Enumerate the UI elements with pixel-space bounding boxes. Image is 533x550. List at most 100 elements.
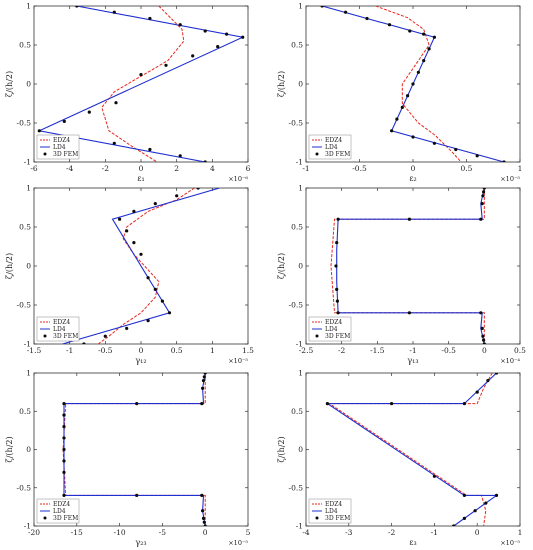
data-point-3d-fem [335,299,339,303]
data-point-3d-fem [480,202,484,206]
axis-exponent: ×10⁻⁵ [228,357,248,365]
data-point-3d-fem [481,194,485,198]
legend-swatch-3d-fem [43,152,47,156]
data-point-3d-fem [201,509,205,513]
data-point-3d-fem [480,326,484,330]
data-point-3d-fem [112,10,116,14]
y-tick-label: 1 [26,2,31,11]
data-point-3d-fem [178,154,182,158]
x-tick-label: -0.5 [352,164,367,173]
data-point-3d-fem [160,299,164,303]
y-tick-label: 0.5 [291,223,303,232]
data-point-3d-fem [482,338,486,342]
legend-label: 3D FEM [325,151,350,158]
data-point-3d-fem [320,6,324,8]
y-tick-label: 0 [26,445,31,454]
y-tick-label: 1 [26,184,31,193]
legend-swatch-3d-fem [43,516,47,520]
data-point-3d-fem [325,402,329,406]
legend-label: LD4 [325,508,338,515]
data-point-3d-fem [118,217,122,221]
data-point-3d-fem [482,342,486,344]
legend-label: EDZ4 [325,501,342,508]
data-point-3d-fem [390,129,394,133]
data-point-3d-fem [452,524,456,526]
data-point-3d-fem [462,516,466,521]
legend-label: LD4 [53,326,66,333]
data-point-3d-fem [62,447,66,452]
legend-label: LD4 [325,326,338,333]
data-point-3d-fem [148,147,152,152]
data-point-3d-fem [164,63,168,67]
series-line-ld4 [336,188,485,344]
data-point-3d-fem [202,520,206,524]
plot-area [62,373,207,526]
x-tick-label: 0.5 [514,346,526,355]
data-point-3d-fem [335,241,339,245]
x-tick-label: -5 [159,528,167,537]
y-tick-label: 0 [26,262,31,271]
data-point-3d-fem [408,29,412,33]
data-point-3d-fem [175,194,179,198]
x-tick-label: -4 [66,164,74,173]
data-point-3d-fem [407,311,411,315]
x-axis-label: γ₂₃ [135,538,146,547]
legend-swatch-3d-fem [43,334,47,338]
data-point-3d-fem [202,375,206,379]
axis-exponent: ×10⁻⁵ [500,539,520,547]
x-tick-label: -2 [338,346,346,355]
data-point-3d-fem [153,202,157,206]
y-axis-label: ζ/(h/2) [5,71,14,97]
chart-panel-1: -6 -4 -2 0 2 4 6 -1 -0.5 0 0.5 1 ε₁ ζ/(h/2) ×10⁻⁶ EDZ4L… [5,2,251,183]
x-tick-label: -0.5 [98,346,113,355]
data-point-3d-fem [411,82,415,86]
axis-exponent: ×10⁻⁴ [500,357,520,365]
x-tick-label: -20 [28,528,40,537]
y-tick-label: 1 [298,369,303,378]
data-point-3d-fem [432,474,436,478]
data-point-3d-fem [200,402,204,406]
x-tick-label: 0 [411,164,416,173]
series-line-ld4 [37,6,245,162]
x-tick-label: -15 [71,528,83,537]
plot-area [62,188,220,344]
x-tick-label: -3 [345,528,353,537]
x-tick-label: -1 [66,346,73,355]
data-point-3d-fem [75,6,79,8]
data-point-3d-fem [494,493,499,497]
y-axis-label: ζ/(h/2) [5,436,14,462]
data-point-3d-fem [336,311,340,315]
y-tick-label: 0.5 [291,41,303,50]
data-point-3d-fem [406,94,410,98]
data-point-3d-fem [139,73,143,77]
x-tick-label: 6 [246,164,251,173]
legend-label: LD4 [325,144,338,151]
y-tick-label: 0 [298,262,303,271]
chart-panel-6: -4 -3 -2 -1 0 1 -1 -0.5 0 0.5 1 ε₃ ζ/(h/2) ×10⁻⁵ EDZ4L… [277,369,522,547]
data-point-3d-fem [62,119,66,123]
y-tick-label: -0.5 [289,119,304,128]
x-tick-label: -2.5 [299,346,314,355]
x-axis-label: γ₁₂ [135,356,146,365]
data-point-3d-fem [201,379,206,383]
x-tick-label: 1 [518,528,523,537]
x-tick-label: -2 [102,164,110,173]
plot-area [330,188,486,344]
data-point-3d-fem [454,147,458,152]
data-point-3d-fem [416,70,420,74]
data-point-3d-fem [203,524,207,526]
legend-label: EDZ4 [325,319,342,326]
data-point-3d-fem [502,160,506,162]
x-tick-label: 0.5 [171,346,183,355]
legend-swatch-3d-fem [315,152,319,156]
legend-label: EDZ4 [53,501,70,508]
legend-label: EDZ4 [53,137,70,144]
x-axis-label: γ₁₃ [407,356,418,365]
y-tick-label: 0 [298,445,303,454]
x-tick-label: 0.5 [461,164,473,173]
chart-panel-4: -2.5 -2 -1.5 -1 -0.5 0 0.5 -1 -0.5 0 0.5 1 γ₁₃ ζ/(h/2… [277,184,526,365]
data-point-3d-fem [191,54,195,58]
data-point-3d-fem [473,509,477,513]
data-point-3d-fem [427,47,431,51]
